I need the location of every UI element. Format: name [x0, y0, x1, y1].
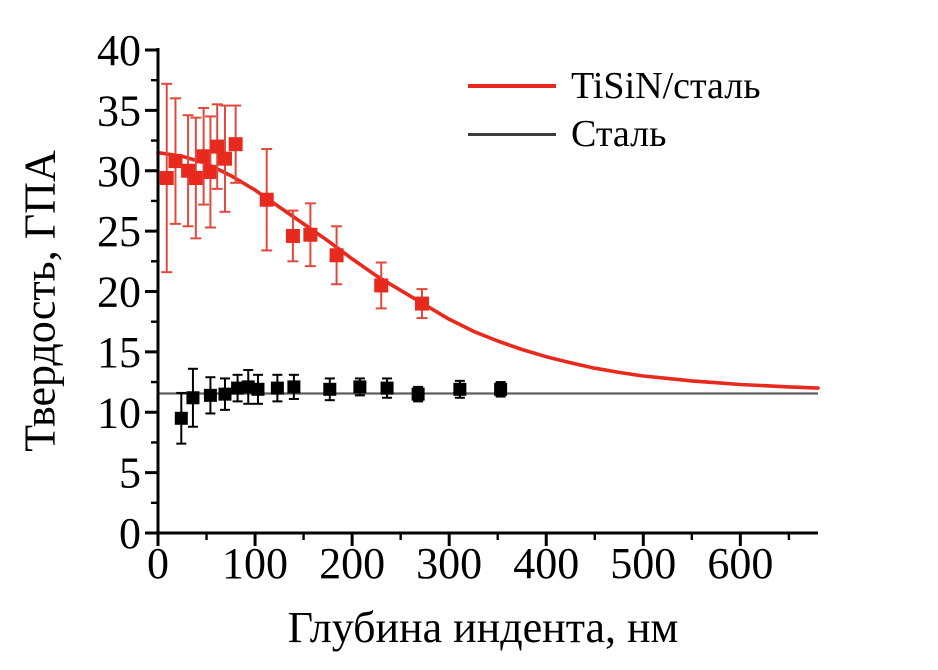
tisin-data-point [196, 149, 211, 164]
legend: TiSiN/сталь Сталь [468, 63, 761, 159]
steel-data-point [270, 381, 284, 395]
tisin-data-point [303, 227, 318, 242]
x-tick-label: 300 [416, 539, 482, 588]
steel-data-point [380, 381, 394, 395]
steel-data-point [251, 382, 265, 396]
x-tick-label: 100 [222, 539, 288, 588]
y-tick-label: 0 [119, 509, 141, 558]
legend-line-tisin [468, 84, 556, 88]
legend-label-tisin: TiSiN/сталь [571, 65, 761, 107]
tisin-data-point [374, 278, 389, 293]
tisin-data-point [217, 151, 232, 166]
steel-data-point [494, 382, 508, 396]
legend-label-steel: Сталь [571, 113, 667, 155]
y-tick-label: 35 [97, 86, 141, 135]
tisin-data-point [203, 164, 218, 179]
y-tick-label: 15 [97, 328, 141, 377]
legend-item-steel: Сталь [468, 111, 761, 157]
tisin-data-point [285, 228, 300, 243]
y-tick-label: 40 [97, 26, 141, 75]
tisin-data-point [188, 170, 203, 185]
x-tick-label: 500 [610, 539, 676, 588]
tisin-data-point [159, 170, 174, 185]
y-tick-label: 30 [97, 147, 141, 196]
tisin-data-point [259, 192, 274, 207]
steel-data-point [411, 387, 425, 401]
y-axis-title: Твердость, ГПА [15, 150, 65, 452]
steel-data-point [287, 380, 301, 394]
steel-data-point [174, 411, 188, 425]
steel-data-point [203, 388, 217, 402]
x-axis-title: Глубина индента, нм [287, 603, 679, 652]
steel-data-point [186, 391, 200, 405]
steel-data-point [353, 380, 367, 394]
steel-data-point [218, 387, 232, 401]
tisin-data-point [168, 154, 183, 169]
x-tick-label: 0 [147, 539, 169, 588]
steel-data-point [323, 382, 337, 396]
steel-data-point [453, 382, 467, 396]
x-tick-label: 200 [319, 539, 385, 588]
y-tick-label: 5 [119, 449, 141, 498]
x-tick-label: 400 [513, 539, 579, 588]
tisin-data-point [228, 137, 243, 152]
legend-item-tisin: TiSiN/сталь [468, 63, 761, 109]
x-tick-label: 600 [707, 539, 773, 588]
steel-data-point [231, 381, 245, 395]
y-tick-label: 25 [97, 207, 141, 256]
tisin-data-point [210, 139, 225, 154]
y-tick-label: 20 [97, 268, 141, 317]
legend-line-steel [468, 132, 556, 136]
tisin-data-point [329, 248, 344, 263]
tisin-data-point [415, 296, 429, 311]
tisin-fit-curve [156, 150, 820, 390]
y-tick-label: 10 [97, 388, 141, 437]
